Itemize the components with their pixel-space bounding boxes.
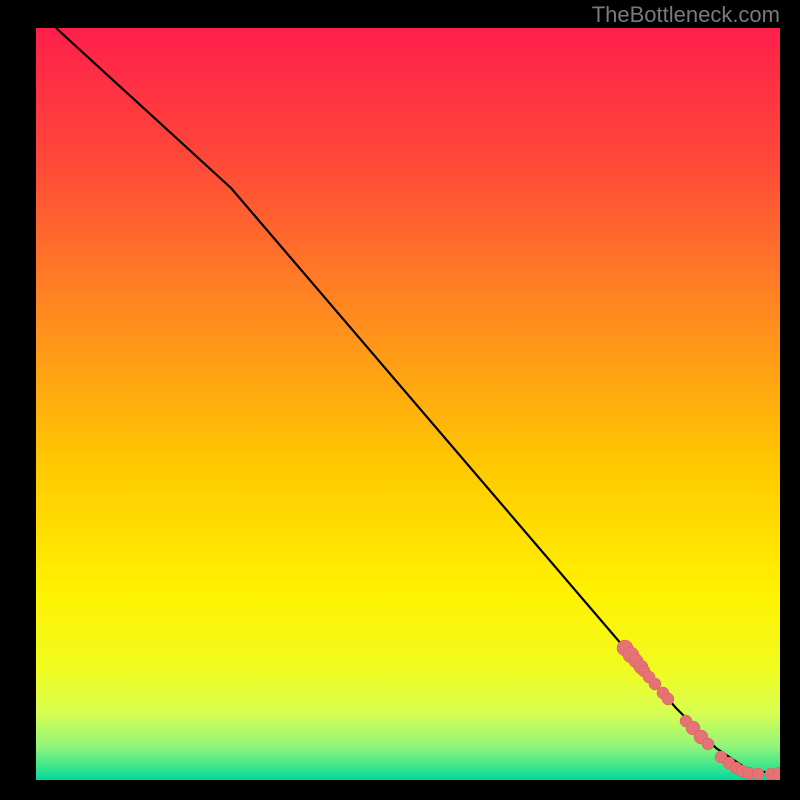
scatter-point: [702, 738, 714, 750]
gradient-background: [36, 28, 780, 780]
scatter-point: [662, 693, 674, 705]
frame-left: [0, 0, 36, 800]
frame-right: [780, 0, 800, 800]
chart-plot-area: [36, 28, 780, 780]
scatter-point: [752, 768, 764, 780]
frame-bottom: [0, 780, 800, 800]
chart-svg: [36, 28, 780, 780]
attribution-text: TheBottleneck.com: [592, 2, 780, 28]
